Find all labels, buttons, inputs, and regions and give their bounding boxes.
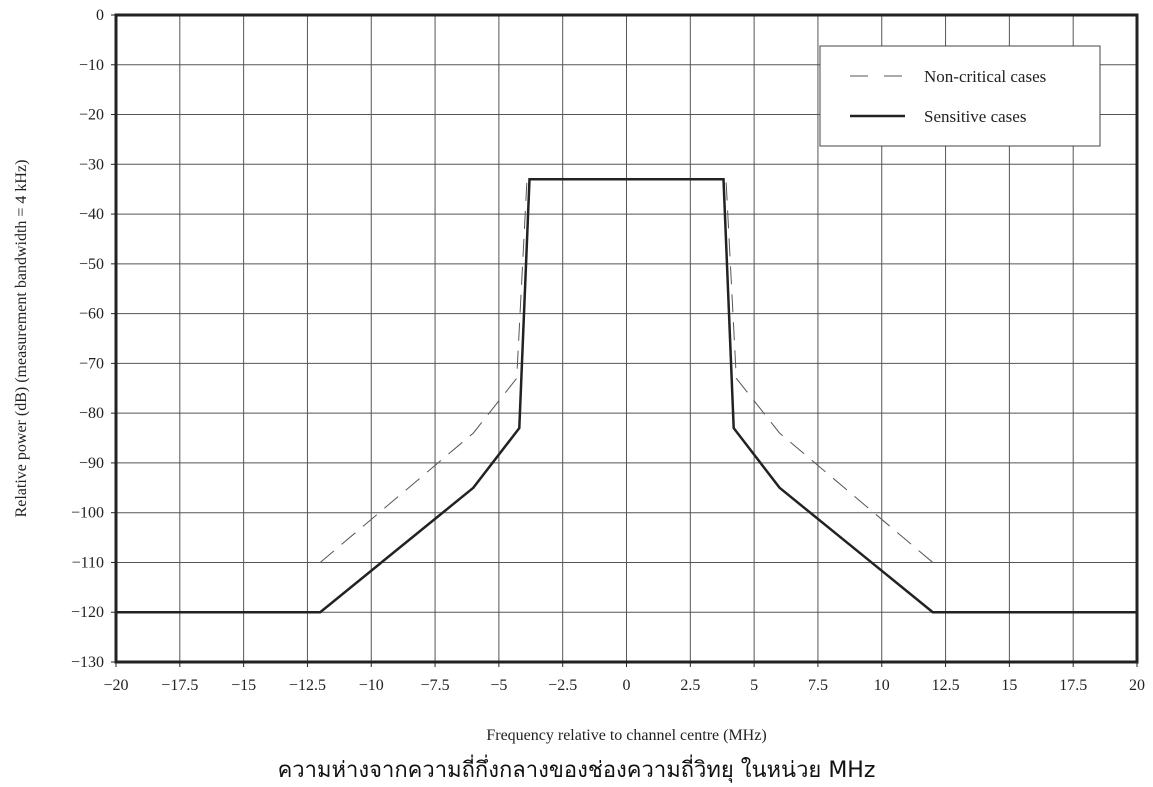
- x-tick-label: 20: [1129, 677, 1145, 694]
- x-tick-labels: −20 −17.5 −15 −12.5 −10 −7.5 −5 −2.5 0 2.5 5 7.5 10 1…: [103, 677, 1145, 694]
- caption: ความห่างจากความถี่กึ่งกลางของช่องความถี่…: [277, 758, 876, 783]
- y-tick-label: −40: [79, 206, 104, 223]
- x-tick-label: −10: [359, 677, 384, 694]
- chart: −20 −17.5 −15 −12.5 −10 −7.5 −5 −2.5 0 2.5 5 7.5 10 1…: [13, 7, 1145, 744]
- y-axis-title: Relative power (dB) (measurement bandwid…: [13, 160, 30, 518]
- y-tick-label: −110: [72, 554, 104, 571]
- legend-box: [819, 45, 1101, 147]
- y-tick-label: −80: [79, 405, 104, 422]
- x-tick-label: 7.5: [808, 677, 828, 694]
- x-tick-label: 10: [874, 677, 890, 694]
- y-tick-label: −10: [79, 57, 104, 74]
- x-tick-label: −5: [490, 677, 507, 694]
- x-tick-label: 17.5: [1059, 677, 1087, 694]
- y-tick-label: −70: [79, 355, 104, 372]
- y-tick-label: −30: [79, 156, 104, 173]
- plot-frame: [114, 13, 1139, 664]
- y-tick-labels: 0 −10 −20 −30 −40 −50 −60 −70 −80 −90 −100 −110 −120…: [71, 7, 104, 671]
- x-tick-label: −17.5: [161, 677, 198, 694]
- y-tick-label: −120: [71, 604, 104, 621]
- y-tick-label: −90: [79, 455, 104, 472]
- x-axis-title: Frequency relative to channel centre (MH…: [486, 727, 766, 744]
- legend-label-sensitive: Sensitive cases: [924, 107, 1026, 126]
- y-tick-label: 0: [96, 7, 104, 24]
- x-tick-label: 12.5: [932, 677, 960, 694]
- x-tick-label: 0: [623, 677, 631, 694]
- x-tick-label: −15: [231, 677, 256, 694]
- series-line-sensitive: [116, 177, 1137, 614]
- legend-label-non-critical: Non-critical cases: [924, 67, 1046, 86]
- x-tick-label: 15: [1001, 677, 1017, 694]
- x-tick-label: −12.5: [289, 677, 326, 694]
- y-tick-label: −60: [79, 306, 104, 323]
- y-tick-label: −100: [71, 505, 104, 522]
- y-tick-label: −50: [79, 256, 104, 273]
- x-tick-label: −2.5: [548, 677, 577, 694]
- x-tick-label: 2.5: [680, 677, 700, 694]
- y-tick-label: −20: [79, 107, 104, 124]
- x-tick-label: −20: [103, 677, 128, 694]
- legend: Non-critical cases Sensitive cases: [819, 45, 1101, 147]
- x-tick-label: −7.5: [421, 677, 450, 694]
- series-lines: [116, 177, 1137, 614]
- x-tick-label: 5: [750, 677, 758, 694]
- y-tick-label: −130: [71, 654, 104, 671]
